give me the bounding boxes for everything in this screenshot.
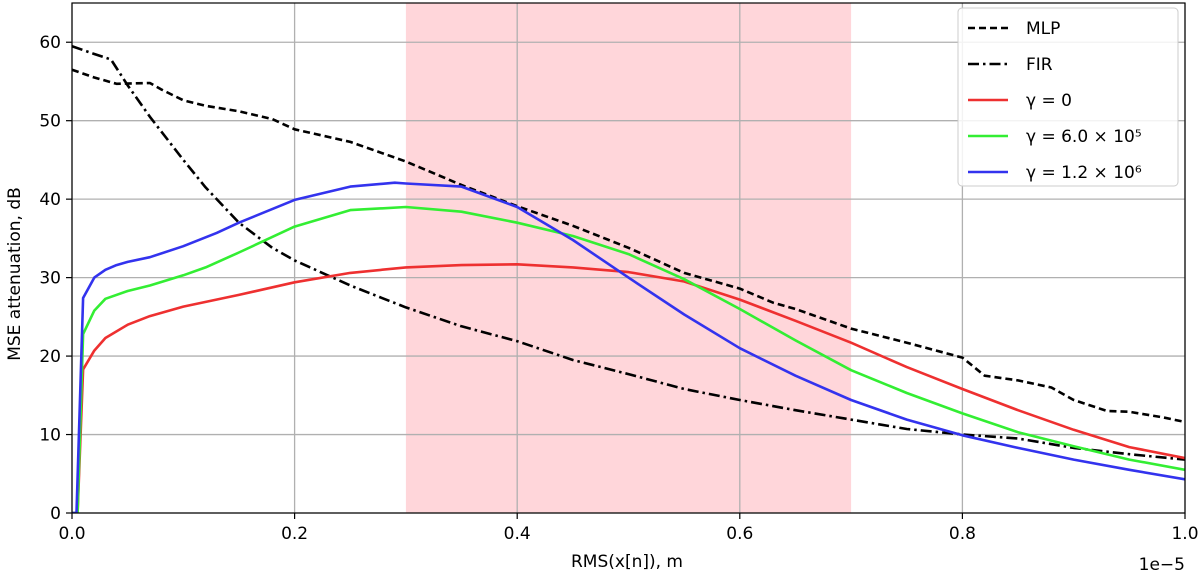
x-tick-label: 0.8 xyxy=(949,524,976,544)
legend-box xyxy=(957,7,1179,187)
legend-label: FIR xyxy=(1026,55,1053,75)
series-layer xyxy=(72,44,1185,513)
legend-label: γ = 0 xyxy=(1026,91,1072,111)
x-tick-label: 0.0 xyxy=(58,524,85,544)
series-line xyxy=(72,181,1185,513)
y-tick-label: 0 xyxy=(50,504,61,524)
shaded-region xyxy=(405,3,852,513)
x-tick-label: 0.4 xyxy=(504,524,531,544)
y-tick-label: 60 xyxy=(39,33,61,53)
series-line xyxy=(72,44,1185,461)
plot-frame xyxy=(71,2,1186,514)
y-axis-label: MSE attenuation, dB xyxy=(5,187,25,361)
x-tick-label: 0.6 xyxy=(726,524,753,544)
legend-label: γ = 6.0 × 10⁵ xyxy=(1026,127,1142,147)
y-tick-label: 10 xyxy=(39,426,61,446)
legend-label: MLP xyxy=(1026,19,1060,39)
shaded-region-layer xyxy=(405,3,852,513)
series-line xyxy=(72,262,1185,513)
legend: MLP FIR γ = 0 γ = 6.0 × 10⁵ γ = 1.2 × 10⁶ xyxy=(957,7,1179,187)
y-tick-label: 30 xyxy=(39,269,61,289)
y-tick-label: 40 xyxy=(39,190,61,210)
x-axis-label: RMS(x[n]), m xyxy=(571,552,683,572)
y-axis-ticks: 0 10 20 30 40 50 60 xyxy=(39,33,72,524)
y-tick-label: 20 xyxy=(39,347,61,367)
x-tick-label: 1.0 xyxy=(1171,524,1198,544)
x-axis-multiplier: 1e−5 xyxy=(1139,555,1185,575)
x-tick-label: 0.2 xyxy=(281,524,308,544)
y-tick-label: 50 xyxy=(39,112,61,132)
x-axis-ticks: 0.0 0.2 0.4 0.6 0.8 1.0 xyxy=(58,513,1199,544)
series-line xyxy=(72,205,1185,513)
legend-label: γ = 1.2 × 10⁶ xyxy=(1026,163,1142,183)
